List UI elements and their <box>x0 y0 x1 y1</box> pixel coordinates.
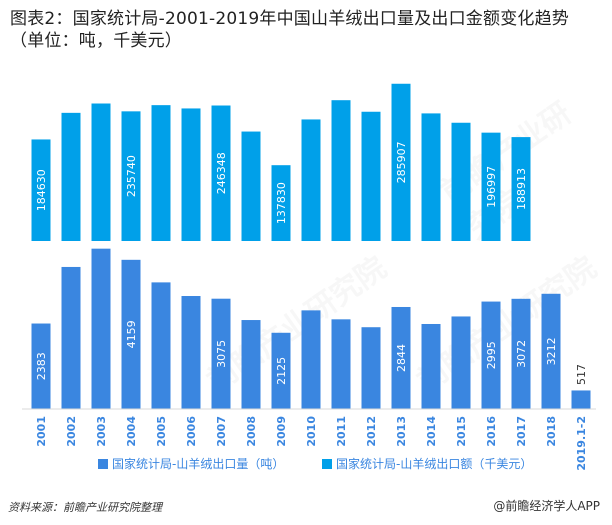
volume-data-label: 2383 <box>35 352 48 380</box>
x-tick-label: 2002 <box>65 416 78 447</box>
volume-bar-2017 <box>511 298 531 409</box>
volume-bar-2002 <box>61 266 81 409</box>
volume-bar-2005 <box>151 282 171 409</box>
volume-bar-2014 <box>421 323 441 409</box>
value-bar-2001 <box>31 139 51 241</box>
value-bar-2014 <box>421 113 441 241</box>
value-bar-2017 <box>511 137 531 241</box>
value-data-label: 188913 <box>515 168 528 210</box>
value-data-label: 285907 <box>395 141 408 183</box>
chart-title: 图表2：国家统计局-2001-2019年中国山羊绒出口量及出口金额变化趋势（单位… <box>10 9 570 51</box>
value-data-label: 196997 <box>485 166 498 208</box>
x-tick-label: 2016 <box>485 416 498 447</box>
value-bar-2007 <box>211 105 231 241</box>
volume-bar-2007 <box>211 298 231 409</box>
value-bar-2002 <box>61 112 81 241</box>
x-tick-label: 2006 <box>185 416 198 447</box>
x-tick-label: 2012 <box>365 416 378 447</box>
value-bar-2008 <box>241 131 261 241</box>
x-tick-label: 2008 <box>245 416 258 447</box>
x-tick-label: 2015 <box>455 416 468 447</box>
value-data-label: 184630 <box>35 169 48 211</box>
x-tick-label: 2001 <box>35 416 48 447</box>
volume-bar-2016 <box>481 301 501 409</box>
volume-bar-2018 <box>541 293 561 409</box>
value-bar-2012 <box>361 111 381 241</box>
x-tick-label: 2009 <box>275 416 288 447</box>
volume-bar-2003 <box>91 248 111 409</box>
legend-swatch-1 <box>98 459 108 469</box>
value-bar-2009 <box>271 165 291 241</box>
volume-data-label: 4159 <box>125 320 138 348</box>
legend-label-1: 国家统计局-山羊绒出口量（吨） <box>112 456 284 471</box>
brand-credit: @前瞻经济学人APP <box>493 499 600 513</box>
volume-data-label: 2125 <box>275 357 288 385</box>
volume-bar-2019.1-2 <box>571 390 591 409</box>
x-tick-label: 2003 <box>95 416 108 447</box>
volume-bar-2004 <box>121 259 141 409</box>
volume-bar-2015 <box>451 316 471 409</box>
x-tick-label: 2007 <box>215 416 228 447</box>
volume-bar-2011 <box>331 319 351 409</box>
volume-data-label: 2995 <box>485 341 498 369</box>
value-bar-2011 <box>331 100 351 241</box>
value-data-label: 246348 <box>215 152 228 194</box>
volume-data-label: 2844 <box>395 344 408 372</box>
volume-bar-2008 <box>241 320 261 409</box>
value-bar-2004 <box>121 111 141 241</box>
legend-label-2: 国家统计局-山羊绒出口额（千美元） <box>336 456 532 471</box>
value-bar-2015 <box>451 122 471 241</box>
legend-swatch-2 <box>322 459 332 469</box>
value-data-label: 137830 <box>275 182 288 224</box>
volume-data-label: 517 <box>575 364 588 385</box>
volume-bar-2012 <box>361 327 381 409</box>
volume-bar-2010 <box>301 310 321 409</box>
x-tick-label: 2017 <box>515 416 528 447</box>
x-tick-label: 2014 <box>425 416 438 447</box>
value-bar-2016 <box>481 132 501 241</box>
value-bar-2005 <box>151 105 171 242</box>
x-tick-label: 2018 <box>545 416 558 447</box>
value-bar-2010 <box>301 119 321 241</box>
x-tick-label: 2010 <box>305 416 318 447</box>
source-note: 资料来源：前瞻产业研究院整理 <box>8 501 162 514</box>
volume-bar-2009 <box>271 332 291 409</box>
volume-bar-2013 <box>391 306 411 409</box>
value-data-label: 235740 <box>125 155 138 197</box>
volume-data-label: 3075 <box>215 340 228 368</box>
volume-data-label: 3212 <box>545 337 558 365</box>
x-tick-label: 2011 <box>335 416 348 447</box>
value-bar-2013 <box>391 83 411 241</box>
x-tick-label: 2005 <box>155 416 168 447</box>
x-tick-label: 2013 <box>395 416 408 447</box>
volume-data-label: 3072 <box>515 340 528 368</box>
value-bar-2003 <box>91 103 111 241</box>
value-bar-2006 <box>181 108 201 241</box>
volume-bar-2006 <box>181 296 201 409</box>
volume-bar-2001 <box>31 323 51 409</box>
x-tick-label: 2004 <box>125 416 138 447</box>
x-tick-label: 2019.1-2 <box>575 416 588 471</box>
